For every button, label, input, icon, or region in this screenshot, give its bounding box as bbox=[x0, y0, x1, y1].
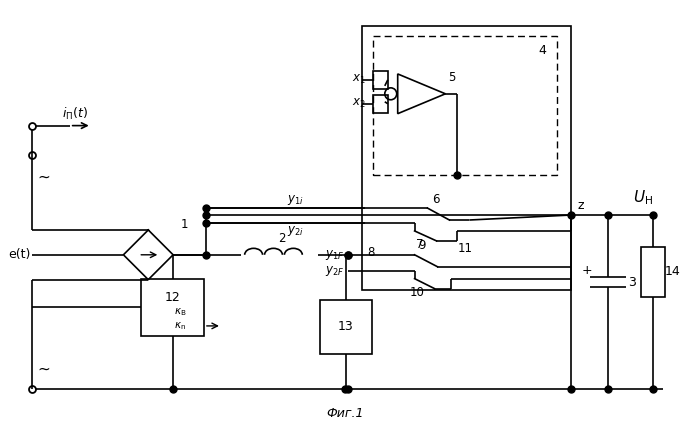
Text: $\kappa_{\rm n}$: $\kappa_{\rm n}$ bbox=[174, 320, 186, 332]
Text: 8: 8 bbox=[367, 247, 374, 259]
Bar bbox=[320, 299, 372, 354]
Text: ~: ~ bbox=[38, 362, 50, 376]
Text: $x_1$: $x_1$ bbox=[352, 73, 366, 86]
Bar bbox=[362, 26, 570, 290]
Text: 11: 11 bbox=[458, 243, 472, 255]
Text: 12: 12 bbox=[164, 291, 181, 303]
Bar bbox=[141, 279, 204, 336]
Text: 6: 6 bbox=[432, 193, 439, 206]
Text: 2: 2 bbox=[278, 232, 285, 245]
Text: Фиг.1: Фиг.1 bbox=[326, 407, 364, 420]
Text: 9: 9 bbox=[418, 239, 426, 252]
Text: 14: 14 bbox=[665, 265, 681, 278]
Text: $i_{\Pi}(t)$: $i_{\Pi}(t)$ bbox=[62, 105, 88, 122]
Text: 4: 4 bbox=[539, 44, 547, 57]
Text: ~: ~ bbox=[38, 170, 50, 185]
Text: z: z bbox=[578, 198, 584, 212]
Text: 7: 7 bbox=[416, 239, 423, 251]
Bar bbox=[641, 247, 665, 296]
Text: $y_{2F}$: $y_{2F}$ bbox=[325, 264, 344, 278]
Text: $y_{1F}$: $y_{1F}$ bbox=[325, 248, 344, 262]
Text: $U_{\rm H}$: $U_{\rm H}$ bbox=[633, 188, 653, 206]
Text: 13: 13 bbox=[338, 320, 354, 333]
Text: 3: 3 bbox=[629, 276, 636, 289]
Text: $y_{2i}$: $y_{2i}$ bbox=[287, 224, 304, 238]
Text: 5: 5 bbox=[448, 71, 455, 85]
Text: $x_2$: $x_2$ bbox=[352, 97, 366, 110]
Text: e(t): e(t) bbox=[8, 248, 30, 261]
Bar bbox=[373, 36, 556, 175]
Text: +: + bbox=[581, 264, 592, 277]
Text: $y_{1i}$: $y_{1i}$ bbox=[287, 193, 304, 207]
Text: 10: 10 bbox=[410, 286, 425, 299]
Text: 1: 1 bbox=[181, 218, 188, 231]
Bar bbox=[373, 71, 388, 89]
Bar bbox=[373, 95, 388, 113]
Text: $\kappa_{\rm B}$: $\kappa_{\rm B}$ bbox=[174, 306, 186, 318]
